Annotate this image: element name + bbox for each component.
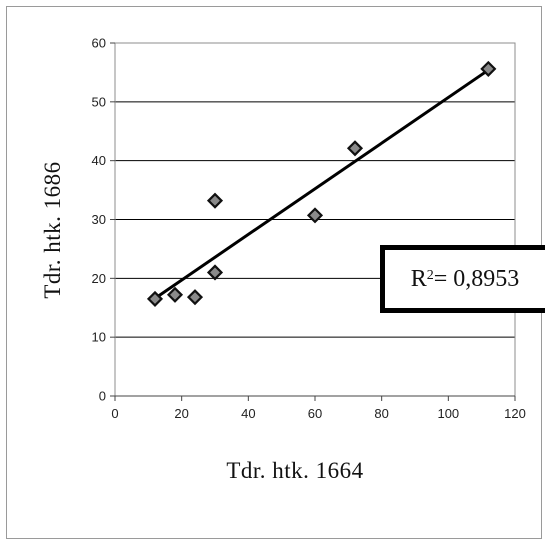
data-point: [480, 60, 497, 77]
x-tick-label: 40: [241, 406, 255, 421]
y-tick-label: 60: [92, 36, 106, 51]
data-point: [166, 286, 184, 303]
x-axis-title: Tdr. htk. 1664: [226, 458, 363, 483]
y-axis-title: Tdr. htk. 1686: [40, 161, 65, 298]
x-tick-label: 60: [308, 406, 322, 421]
y-tick-label: 30: [92, 212, 106, 227]
tick-layer: 0 10 20 30 40 50 60 0 20 40 60 80 100 120: [92, 36, 526, 422]
y-tick-label: 50: [92, 94, 106, 109]
trendline: [154, 68, 490, 300]
x-tick-label: 20: [174, 406, 188, 421]
data-point: [206, 192, 224, 209]
r2-value: = 0,8953: [433, 265, 520, 292]
x-tick-label: 0: [111, 406, 118, 421]
data-point: [306, 207, 324, 224]
data-point: [186, 289, 204, 306]
data-point: [206, 264, 224, 281]
x-tick-label: 120: [504, 406, 526, 421]
data-point: [146, 290, 164, 307]
y-tick-label: 0: [99, 389, 106, 404]
point-layer: [146, 60, 497, 307]
y-tick-label: 10: [92, 330, 106, 345]
data-point: [346, 140, 364, 157]
x-tick-label: 100: [437, 406, 459, 421]
y-tick-label: 40: [92, 153, 106, 168]
r2-exponent: 2: [426, 268, 434, 283]
r2-symbol: R: [410, 265, 427, 292]
y-tick-label: 20: [92, 271, 106, 286]
x-tick-label: 80: [374, 406, 388, 421]
